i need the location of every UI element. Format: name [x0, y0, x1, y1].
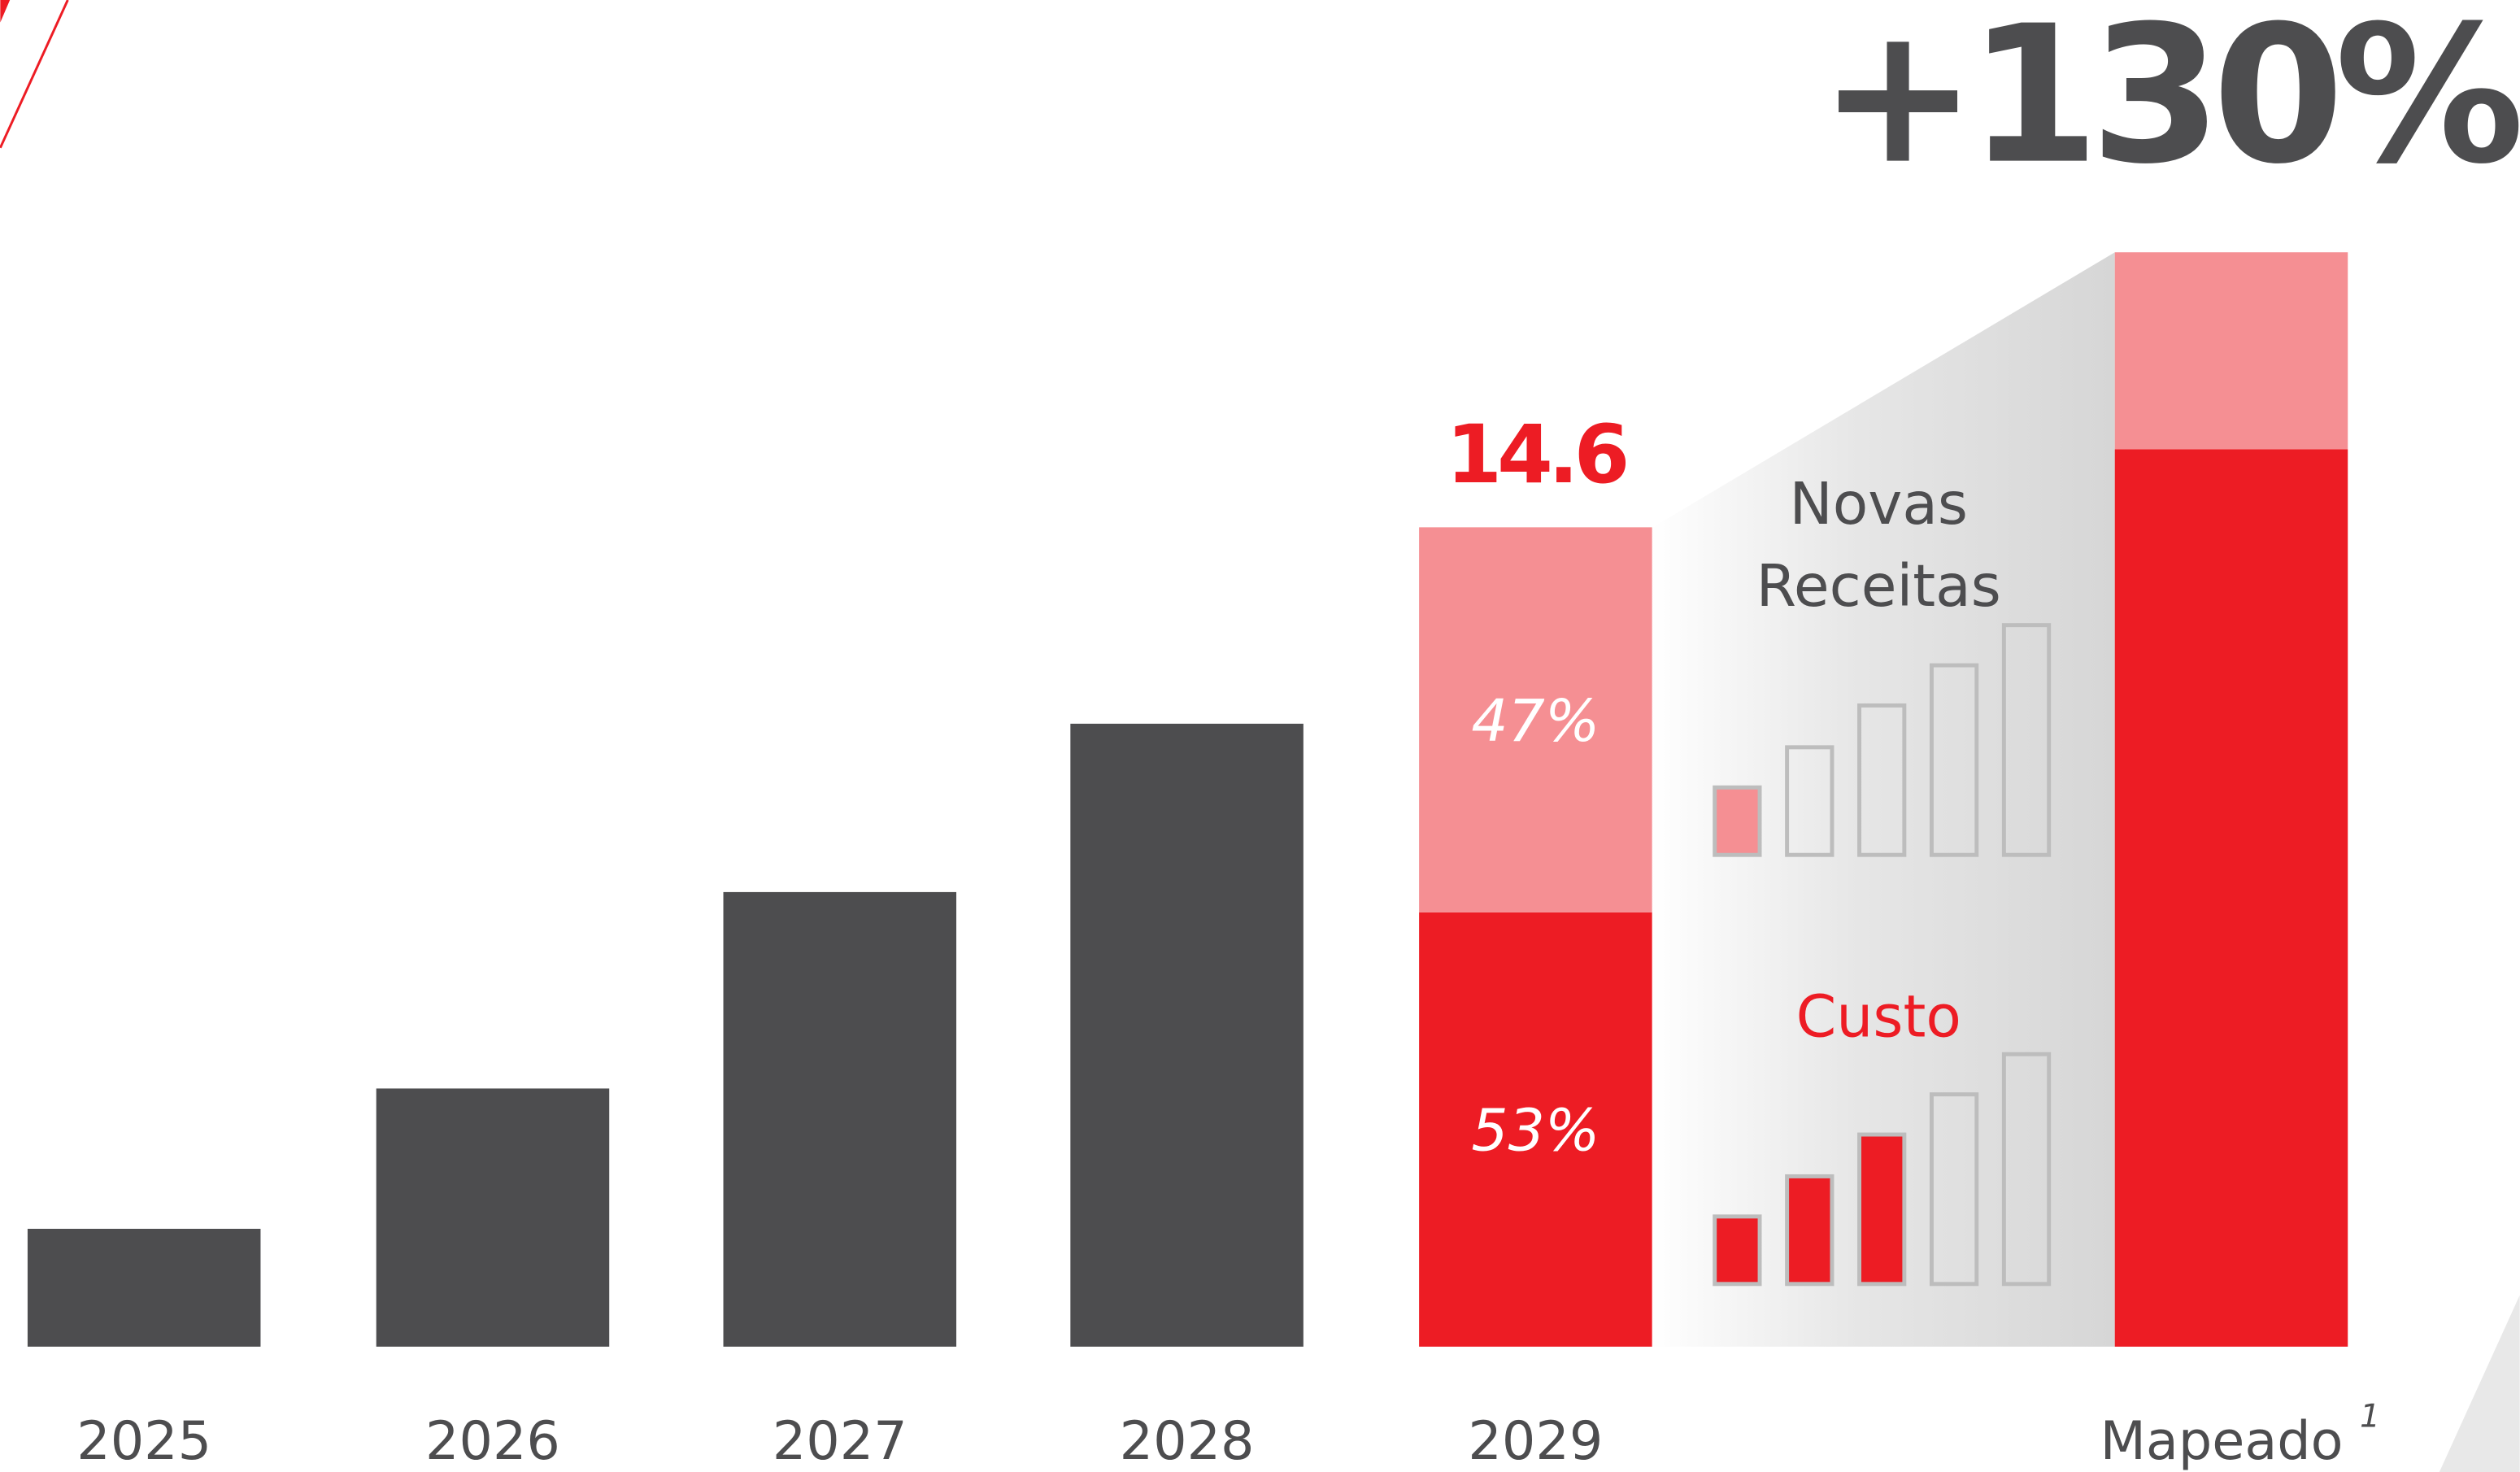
icon-bar	[1785, 745, 1835, 857]
x-tick-label: 2026	[425, 1410, 560, 1472]
bar-segment	[1419, 912, 1652, 1347]
x-tick-label: 2028	[1120, 1410, 1255, 1472]
icon-bar	[2001, 623, 2052, 857]
bar-segment	[2114, 252, 2348, 450]
bar	[1070, 723, 1304, 1347]
icon-bar	[1857, 1132, 1907, 1287]
bar	[376, 1088, 610, 1347]
annotation: Custo	[1796, 983, 1961, 1051]
bar	[723, 891, 957, 1347]
x-tick-label: 2025	[76, 1410, 211, 1472]
decor-line	[0, 0, 69, 149]
x-tick-label: 2029	[1468, 1410, 1603, 1472]
annotation: Receitas	[1756, 552, 2001, 620]
x-tick-label: 2027	[773, 1410, 907, 1472]
decor-corner	[2439, 1295, 2520, 1472]
bridge-wedge	[1650, 252, 2115, 1347]
decor-corner	[0, 0, 11, 23]
icon-bar	[1713, 1214, 1762, 1287]
footnote-marker: 1	[2360, 1398, 2380, 1435]
segment-label: 47%	[1471, 687, 1599, 755]
x-tick-label: Mapeado	[2100, 1410, 2344, 1472]
bar-segment	[1419, 527, 1652, 912]
icon-bar	[1929, 1092, 1979, 1287]
bar	[27, 1228, 261, 1347]
segment-label: 53%	[1471, 1097, 1599, 1165]
annotation: Novas	[1790, 470, 1968, 538]
icon-bar	[2001, 1052, 2052, 1287]
icon-bar	[1857, 703, 1907, 857]
icon-bar	[1929, 663, 1979, 857]
bar-segment	[2114, 449, 2348, 1347]
icon-bar	[1713, 785, 1762, 857]
icon-bar	[1785, 1174, 1835, 1287]
value-label: 14.6	[1446, 408, 1626, 502]
chart-title: +130%	[1818, 0, 2519, 206]
